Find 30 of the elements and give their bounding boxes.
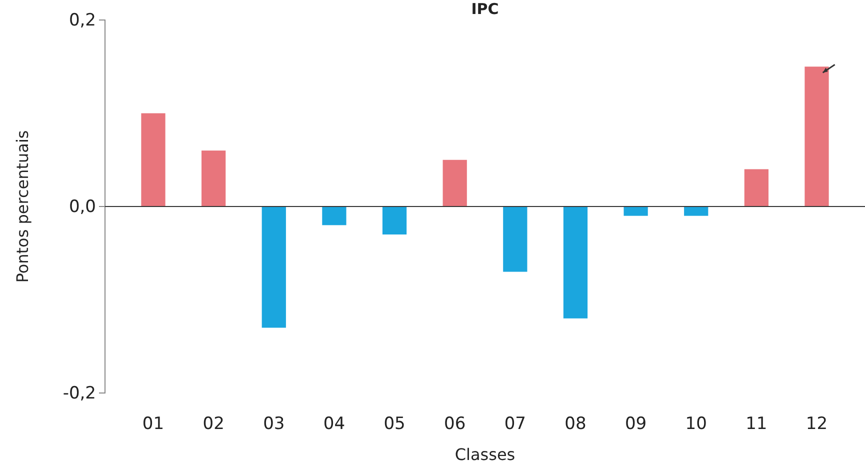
x-tick-label: 02: [202, 414, 224, 434]
x-tick-label: 11: [746, 414, 768, 434]
x-tick-label: 03: [263, 414, 285, 434]
bar: [684, 206, 708, 216]
x-tick-label: 05: [384, 414, 406, 434]
bar: [744, 169, 768, 206]
x-tick-label: 12: [806, 414, 828, 434]
x-tick-label: 06: [444, 414, 466, 434]
bar: [322, 206, 346, 226]
bar: [442, 160, 467, 206]
x-tick-label: 07: [504, 414, 526, 434]
bar: [563, 206, 588, 318]
bar: [202, 150, 226, 206]
bar: [503, 206, 528, 272]
x-tick-label: 09: [624, 414, 647, 434]
y-tick-label: 0,0: [68, 196, 96, 217]
x-tick-label: 08: [564, 414, 586, 434]
bar: [624, 206, 648, 216]
x-tick-label: 01: [142, 414, 164, 434]
x-tick-label: 10: [685, 414, 707, 434]
y-axis-title: Pontos percentuais: [13, 130, 32, 283]
bar: [262, 206, 286, 328]
bar: [804, 66, 829, 206]
x-tick-label: 04: [323, 414, 346, 434]
x-axis-title: Classes: [454, 445, 516, 464]
bar: [382, 206, 407, 234]
chart-title: IPC: [471, 0, 499, 18]
bar: [141, 113, 166, 206]
y-tick-label: 0,2: [68, 10, 96, 30]
y-tick-label: -0,2: [62, 383, 96, 404]
